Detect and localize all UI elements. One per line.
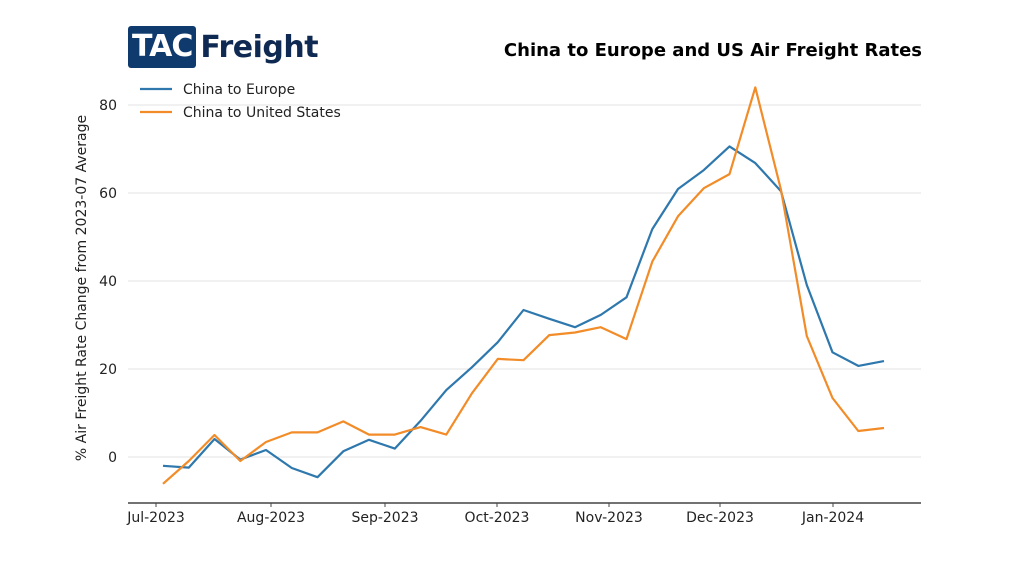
y-tick-label: 40: [99, 274, 117, 290]
x-tick-label: Jul-2023: [126, 510, 185, 526]
y-tick-label: 0: [108, 450, 117, 466]
legend: China to Europe China to United States: [140, 82, 341, 121]
x-tick-label: Aug-2023: [237, 510, 305, 526]
y-tick-label: 60: [99, 186, 117, 202]
chart-title: China to Europe and US Air Freight Rates: [503, 40, 922, 61]
legend-label-us: China to United States: [183, 105, 341, 121]
logo-tac: TAC: [128, 26, 197, 68]
x-axis: Jul-2023 Aug-2023 Sep-2023 Oct-2023 Nov-2023…: [126, 502, 921, 526]
x-tick-label: Sep-2023: [351, 510, 418, 526]
logo-freight: Freight: [200, 29, 319, 65]
y-tick-label: 80: [99, 98, 117, 114]
series-line-china-to-united-states: [162, 86, 885, 485]
series-lines: [162, 86, 885, 485]
x-tick-label: Oct-2023: [465, 510, 530, 526]
series-line-china-to-europe: [162, 145, 885, 479]
x-tick-label: Dec-2023: [686, 510, 754, 526]
y-axis-ticks: 0 20 40 60 80: [99, 98, 117, 466]
x-tick-label: Nov-2023: [575, 510, 643, 526]
x-tick-label: Jan-2024: [801, 510, 864, 526]
gridlines: [128, 104, 921, 458]
y-tick-label: 20: [99, 362, 117, 378]
legend-label-europe: China to Europe: [183, 82, 295, 98]
y-axis-label: % Air Freight Rate Change from 2023-07 A…: [74, 115, 90, 461]
tac-freight-logo: TAC Freight: [128, 26, 319, 68]
